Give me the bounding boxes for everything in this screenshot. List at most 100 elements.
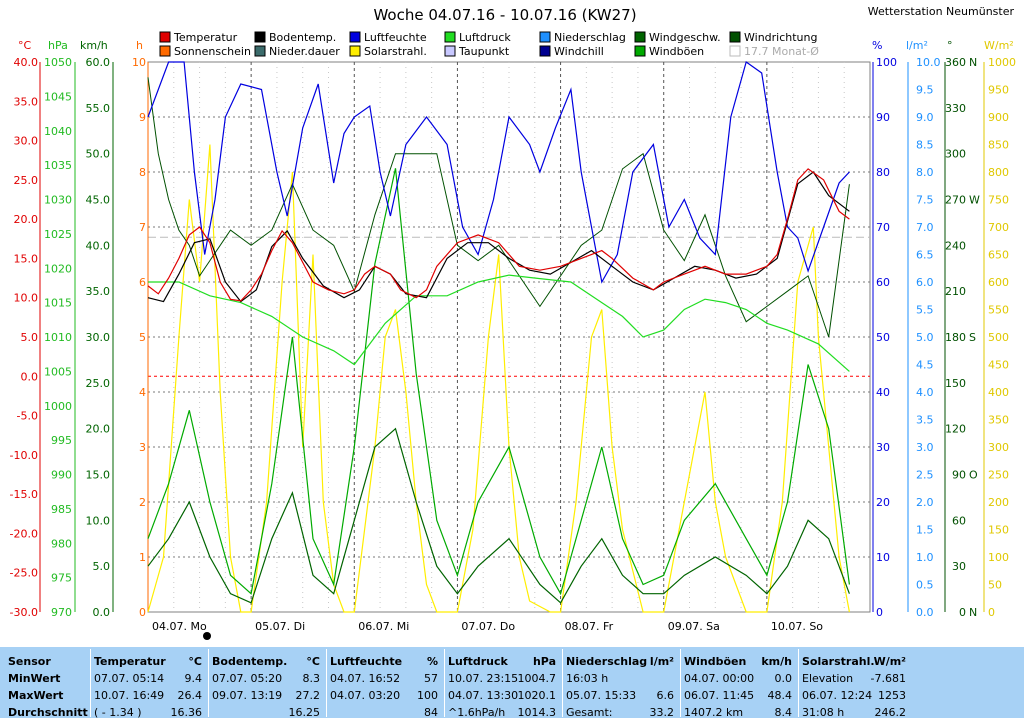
day-label: 08.07. Fr (565, 620, 614, 633)
axis-press-tick: 1025 (44, 228, 72, 241)
legend: Temperatur Bodentemp. Luftfeuchte Luftdruck… (159, 31, 819, 58)
legend-swatch (254, 31, 266, 43)
legend-label: Windgeschw. (649, 31, 721, 44)
axis-dir-tick: 270 (945, 194, 966, 207)
axis-hum-tick: 10 (876, 551, 890, 564)
stats-row: 05.07. 15:33 6.6 (566, 687, 678, 704)
axis-press-tick: 1000 (44, 400, 72, 413)
axis-rain-tick: 0.0 (916, 606, 934, 619)
axis-hours-tick: 1 (139, 551, 146, 564)
axis-wind-tick: 45.0 (86, 194, 111, 207)
stats-row: Elevation -7.681 (802, 670, 910, 687)
station-name: Wetterstation Neumünster (868, 5, 1015, 18)
legend-swatch (539, 45, 551, 57)
stats-column: Luftfeuchte% 04.07. 16:52 57 04.07. 03:20 10… (326, 649, 442, 719)
axis-dir-compass: N (969, 606, 977, 619)
axis-hours-tick: 8 (139, 166, 146, 179)
stats-row: 04.07. 16:52 57 (330, 670, 442, 687)
stats-header-unit: °C (306, 655, 320, 668)
axis-hours-tick: 7 (139, 221, 146, 234)
axis-solar-tick: 750 (988, 194, 1009, 207)
stats-header-unit: l/m² (649, 655, 674, 668)
axis-solar-tick: 350 (988, 414, 1009, 427)
stats-cell-value: 1253 (878, 689, 906, 702)
axis-temp-tick: 0.0 (21, 370, 39, 383)
axis-solar-tick: 600 (988, 276, 1009, 289)
axis-dir-tick: 0 (959, 606, 966, 619)
day-label: 05.07. Di (255, 620, 305, 633)
stats-cell-label: MinWert (8, 672, 61, 685)
axis-hours-tick: 2 (139, 496, 146, 509)
stats-cell-label: 07.07. 05:14 (94, 672, 165, 685)
legend-swatch (159, 45, 171, 57)
axis-hum-tick: 30 (876, 441, 890, 454)
axis-wind-tick: 55.0 (86, 102, 111, 115)
stats-column: Windböen km/h 04.07. 00:00 0.0 06.07. 11:45 4… (680, 649, 796, 719)
stats-cell-label: 04.07. 03:20 (330, 689, 401, 702)
stats-header-unit: °C (188, 655, 202, 668)
day-label: 06.07. Mi (358, 620, 409, 633)
axis-temp-tick: 30.0 (14, 135, 39, 148)
legend-label: Luftdruck (459, 31, 511, 44)
legend-label: Temperatur (173, 31, 238, 44)
axis-hum-tick: 50 (876, 331, 890, 344)
stats-header: Bodentemp. °C (212, 653, 324, 670)
axis-rain-tick: 6.5 (916, 249, 934, 262)
axis-rain-tick: 9.5 (916, 84, 934, 97)
axis-hours-tick: 4 (139, 386, 146, 399)
axis-temp-tick: 40.0 (14, 56, 39, 69)
stats-row: 07.07. 05:14 9.4 (94, 670, 206, 687)
axis-dir-tick: 360 (945, 56, 966, 69)
stats-row: Gesamt: 33.2 (566, 704, 678, 721)
axis-hours-tick: 0 (139, 606, 146, 619)
axis-wind-tick: 10.0 (86, 514, 111, 527)
axis-hum-tick: 60 (876, 276, 890, 289)
stats-cell-label: 05.07. 15:33 (566, 689, 637, 702)
unit-hours: h (136, 39, 143, 52)
axis-wind-tick: 30.0 (86, 331, 111, 344)
stats-header-label: Windböen (684, 655, 747, 668)
axis-solar-tick: 500 (988, 331, 1009, 344)
axis-hum-tick: 70 (876, 221, 890, 234)
axis-rain-tick: 5.0 (916, 331, 934, 344)
axis-press-tick: 1040 (44, 125, 72, 138)
stats-cell-value: 57 (424, 672, 438, 685)
legend-label: Taupunkt (458, 45, 510, 58)
legend-swatch (349, 31, 361, 43)
legend-label: 17.7 Monat-Ø (744, 45, 819, 58)
stats-header: Sensor (8, 653, 88, 670)
axis-wind-tick: 25.0 (86, 377, 111, 390)
axis-dir-tick: 240 (945, 239, 966, 252)
stats-cell-value: 100 (417, 689, 438, 702)
axis-hum-tick: 20 (876, 496, 890, 509)
legend-label: Luftfeuchte (364, 31, 427, 44)
axis-press-tick: 975 (51, 572, 72, 585)
day-label: 09.07. Sa (668, 620, 720, 633)
axis-dir-tick: 150 (945, 377, 966, 390)
stats-cell-label: MaxWert (8, 689, 64, 702)
axis-rain-tick: 7.0 (916, 221, 934, 234)
stats-cell-value: 1020.1 (517, 689, 557, 702)
legend-swatch (634, 31, 646, 43)
stats-separator (444, 649, 445, 717)
stats-header: Niederschlag l/m² (566, 653, 678, 670)
axis-solar-tick: 300 (988, 441, 1009, 454)
axis-rain-tick: 2.0 (916, 496, 934, 509)
stats-header-label: Luftdruck (448, 655, 508, 668)
axis-wind-tick: 40.0 (86, 239, 111, 252)
axis-rain-tick: 3.0 (916, 441, 934, 454)
stats-cell-value: 6.6 (656, 689, 675, 702)
stats-separator (326, 649, 327, 717)
stats-row: 04.07. 00:00 0.0 (684, 670, 796, 687)
stats-row: 09.07. 13:19 27.2 (212, 687, 324, 704)
legend-swatch (729, 31, 741, 43)
stats-column: Bodentemp. °C 07.07. 05:20 8.3 09.07. 13:19 2… (208, 649, 324, 719)
axis-wind-tick: 60.0 (86, 56, 111, 69)
stats-header: Luftfeuchte% (330, 653, 442, 670)
axis-temp-tick: -25.0 (10, 567, 38, 580)
stats-cell-label: 06.07. 12:24 (802, 689, 873, 702)
axis-dir-tick: 60 (952, 514, 966, 527)
axis-press-tick: 1005 (44, 365, 72, 378)
axis-temp-tick: 5.0 (21, 331, 39, 344)
stats-header-label: Luftfeuchte (330, 655, 403, 668)
